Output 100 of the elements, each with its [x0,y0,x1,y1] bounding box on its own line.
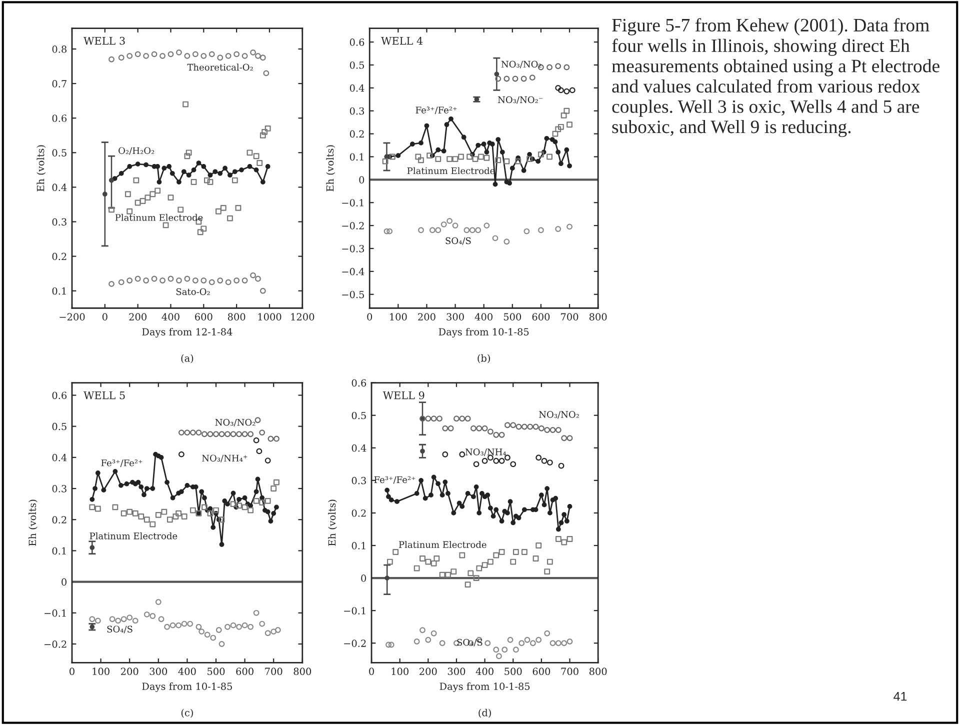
x-tick-label: 100 [392,668,408,676]
text: (a) [181,354,194,364]
annotation: NO₃/NO₂ [501,60,542,68]
annotation: NO₃/NO₂⁻ [498,96,543,104]
y-tick-label: −0.4 [342,268,364,276]
y-tick-label: 0.7 [52,80,66,88]
x-tick-label: 600 [532,313,550,321]
y-tick-label: 0.3 [52,485,66,492]
annotation: Platinum Electrode [115,214,203,221]
y-tick-label: −0.1 [44,609,66,617]
annotation: Platinum Electrode [90,532,178,540]
x-tick-label: 100 [390,313,407,321]
y-tick-label: 0.2 [350,130,364,138]
x-tick-label: 400 [178,668,196,676]
x-tick-label: 400 [476,668,494,676]
text: (c) [181,708,193,718]
annotation: Theoretical-O₂ [187,64,253,71]
y-tick-label: 0.2 [52,252,66,260]
x-axis-title: Days from 12-1-84 [142,328,232,338]
y-tick-label: 0.5 [52,422,66,430]
x-tick-label: 500 [504,313,522,321]
x-tick-label: 800 [294,668,312,676]
annotation: O₂/H₂O₂ [118,147,154,155]
x-tick-label: 0 [70,668,74,676]
y-axis-title: Eh (volts) [326,145,336,192]
annotation: Sato-O₂ [176,288,210,296]
y-tick-label: 0 [361,574,366,582]
annotation: Fe³⁺/Fe²⁺ [101,459,142,468]
x-tick-label: 300 [150,668,168,676]
text: WELL 5 [84,392,125,400]
x-axis-title: Days from 10-1-85 [438,328,529,338]
x-tick-label: 300 [448,668,466,676]
text: 41 [894,692,907,701]
y-tick-label: 0.3 [52,218,66,226]
y-tick-label: 0.6 [52,392,67,400]
x-axis-title: Days from 10-1-85 [142,682,232,692]
x-tick-label: 600 [236,668,254,676]
y-tick-label: 0.4 [352,444,366,452]
y-axis-title: Eh (volts) [328,500,337,546]
x-tick-label: 200 [120,668,138,676]
x-tick-label: 500 [504,668,522,676]
x-tick-label: 300 [446,313,464,321]
y-tick-label: 0.5 [350,61,364,69]
x-tick-label: −200 [60,313,85,321]
y-tick-label: 0.1 [350,153,364,161]
text: WELL 4 [381,36,423,45]
y-tick-label: −0.5 [342,290,364,298]
y-tick-label: 0.4 [52,184,67,192]
y-tick-label: 0.3 [350,107,364,115]
annotation: NO₃/NO₂ [539,411,579,419]
annotation: Fe³⁺/Fe²⁺ [374,476,416,484]
annotation: SO₄/S [107,626,132,634]
caption: Figure 5-7 from Kehew (2001). Data from four wells in Illinois, showing direct Eh measurements obtained using a Pt electrode and values calculated from various redox couples. Well 3 is oxic, Wells 4 and 5 are suboxic, and Well 9 is reducing. [612,18,940,138]
annotation: NO₃/NH₄ [465,448,506,456]
annotation: NO₃/NO₂ [215,418,256,426]
annotation: Platinum Electrode [407,167,495,174]
x-tick-label: 200 [420,668,437,676]
annotation: Platinum Electrode [398,541,486,548]
y-tick-label: 0.4 [350,84,364,92]
y-tick-label: 0.6 [352,379,366,387]
x-tick-label: 0 [102,313,108,321]
y-tick-label: 0.5 [352,412,366,420]
x-tick-label: 700 [561,668,578,676]
text: (d) [478,708,491,718]
y-tick-label: 0.4 [52,454,67,462]
x-tick-label: 1200 [291,313,314,321]
y-tick-label: −0.2 [44,640,66,648]
y-tick-label: 0.1 [352,542,366,550]
annotation: SO₄/S [457,638,482,646]
y-tick-label: 0.3 [352,476,366,484]
y-tick-label: 0.5 [52,149,66,156]
y-tick-label: 0 [359,176,364,184]
y-tick-label: 0.8 [52,45,66,53]
x-tick-label: 200 [129,313,146,321]
text: WELL 3 [84,36,125,45]
annotation: Fe³⁺/Fe²⁺ [416,106,457,114]
text: WELL 9 [382,391,424,400]
x-tick-label: 400 [162,313,180,321]
x-tick-label: 0 [369,668,374,676]
y-tick-label: 0.2 [352,509,366,517]
y-tick-label: 0.2 [52,516,66,524]
x-tick-label: 800 [589,668,607,676]
x-tick-label: 200 [418,313,436,321]
x-tick-label: 600 [195,313,212,321]
x-tick-label: 800 [228,313,246,321]
y-axis-title: Eh (volts) [36,145,46,192]
annotation: SO₄/S [446,237,471,245]
x-tick-label: 600 [532,668,550,676]
x-tick-label: 100 [92,668,110,676]
y-tick-label: 0.1 [52,287,66,295]
y-tick-label: 0.1 [52,547,66,555]
y-tick-label: 0.6 [52,114,67,122]
y-tick-label: 0 [62,578,66,586]
x-tick-label: 800 [589,313,607,321]
y-tick-label: −0.3 [342,244,364,252]
y-tick-label: −0.1 [344,607,366,614]
x-tick-label: 1000 [258,313,282,321]
x-tick-label: 500 [208,668,225,676]
x-tick-label: 400 [474,313,492,321]
y-axis-title: Eh (volts) [28,500,38,546]
